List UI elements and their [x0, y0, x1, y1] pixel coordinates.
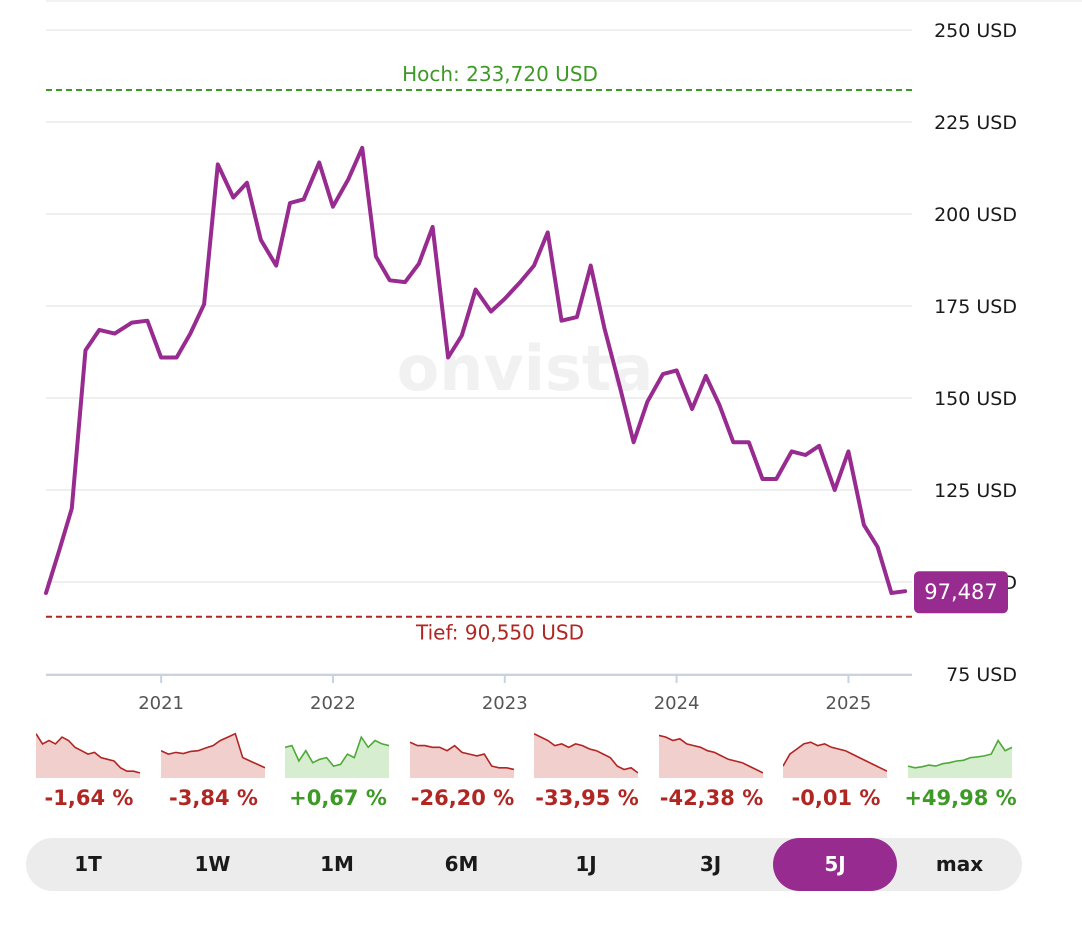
range-button-max[interactable]: max	[935, 852, 984, 876]
y-tick-label: 175 USD	[934, 296, 1017, 318]
sparkline-6: -42,38 %	[647, 728, 763, 818]
last-price-badge	[914, 571, 1008, 614]
sparkline-graphic	[534, 732, 638, 778]
high-label: Hoch: 233,720 USD	[402, 62, 598, 86]
sparkline-change-label: +0,67 %	[289, 786, 387, 810]
sparkline-change-label: -3,84 %	[169, 786, 258, 810]
sparkline-line	[783, 741, 887, 772]
sparkline-area	[285, 737, 389, 778]
range-button-5j[interactable]: 5J	[773, 838, 897, 891]
chart-grid	[46, 0, 1082, 675]
y-tick-label: 200 USD	[934, 204, 1017, 226]
sparkline-change-label: -0,01 %	[791, 786, 881, 810]
sparkline-line	[36, 733, 140, 774]
sparkline-graphic	[658, 734, 763, 778]
sparkline-area	[36, 733, 140, 778]
last-price-group: 97,487	[914, 571, 1008, 614]
sparkline-4: -26,20 %	[398, 728, 514, 818]
sparkline-line	[285, 735, 389, 767]
sparkline-change-label: -1,64 %	[44, 786, 134, 810]
sparkline-8: +49,98 %	[896, 728, 1017, 818]
sparkline-3: +0,67 %	[273, 728, 389, 818]
x-axis: 2021 2022 2023 2024 2025	[46, 674, 912, 714]
sparkline-graphic	[160, 732, 265, 778]
sparkline-graphic	[36, 733, 140, 778]
sparkline-change-label: -33,95 %	[535, 786, 639, 810]
range-button-3j[interactable]: 3J	[699, 852, 722, 876]
sparkline-line	[160, 732, 265, 769]
price-series	[44, 145, 908, 595]
range-button-1w[interactable]: 1W	[194, 852, 231, 876]
reference-lines: Hoch: 233,720 USD Tief: 90,550 USD	[46, 62, 912, 645]
x-tick-label: 2024	[654, 693, 700, 714]
sparkline-area	[658, 735, 763, 778]
x-tick-label: 2022	[310, 693, 356, 714]
range-button-1j[interactable]: 1J	[575, 852, 597, 876]
range-button-6m[interactable]: 6M	[444, 852, 479, 876]
sparkline-line	[907, 738, 1012, 769]
last-price-label: 97,487	[924, 580, 997, 604]
sparkline-graphic	[783, 741, 887, 778]
x-tick-label: 2021	[138, 693, 184, 714]
sparkline-line	[658, 734, 763, 774]
sparkline-area	[534, 733, 638, 778]
sparkline-area	[907, 740, 1012, 778]
sparkline-change-label: +49,98 %	[904, 786, 1017, 810]
sparkline-graphic	[285, 735, 389, 778]
sparkline-change-label: -26,20 %	[410, 786, 515, 810]
y-tick-label: 125 USD	[934, 480, 1017, 502]
sparkline-graphic	[409, 741, 514, 778]
x-tick-label: 2023	[482, 693, 528, 714]
range-selector: 1T 1W 1M 6M 1J 3J 5J max	[26, 838, 1022, 891]
range-button-1m[interactable]: 1M	[320, 852, 354, 876]
y-tick-label: 250 USD	[934, 20, 1017, 42]
period-performance-strip: -1,64 % -3,84 % +0,67 % -26,20 % -33,95 % -42…	[24, 728, 1024, 818]
y-tick-label: 225 USD	[934, 112, 1017, 134]
sparkline-area	[409, 742, 514, 778]
range-button-1t[interactable]: 1T	[74, 852, 102, 876]
sparkline-7: -0,01 %	[771, 728, 887, 818]
sparkline-line	[534, 732, 638, 774]
sparkline-2: -3,84 %	[149, 728, 265, 818]
sparkline-1: -1,64 %	[24, 728, 140, 818]
sparkline-line	[409, 741, 514, 771]
low-label: Tief: 90,550 USD	[415, 621, 584, 645]
sparkline-area	[783, 742, 887, 778]
sparkline-area	[160, 733, 265, 778]
sparkline-graphic	[907, 738, 1012, 778]
y-tick-label: 150 USD	[934, 388, 1017, 410]
sparkline-change-label: -42,38 %	[659, 786, 764, 810]
sparkline-5: -33,95 %	[522, 728, 639, 818]
y-tick-label: 75 USD	[946, 664, 1017, 686]
x-tick-label: 2025	[826, 693, 872, 714]
price-line	[44, 145, 908, 595]
